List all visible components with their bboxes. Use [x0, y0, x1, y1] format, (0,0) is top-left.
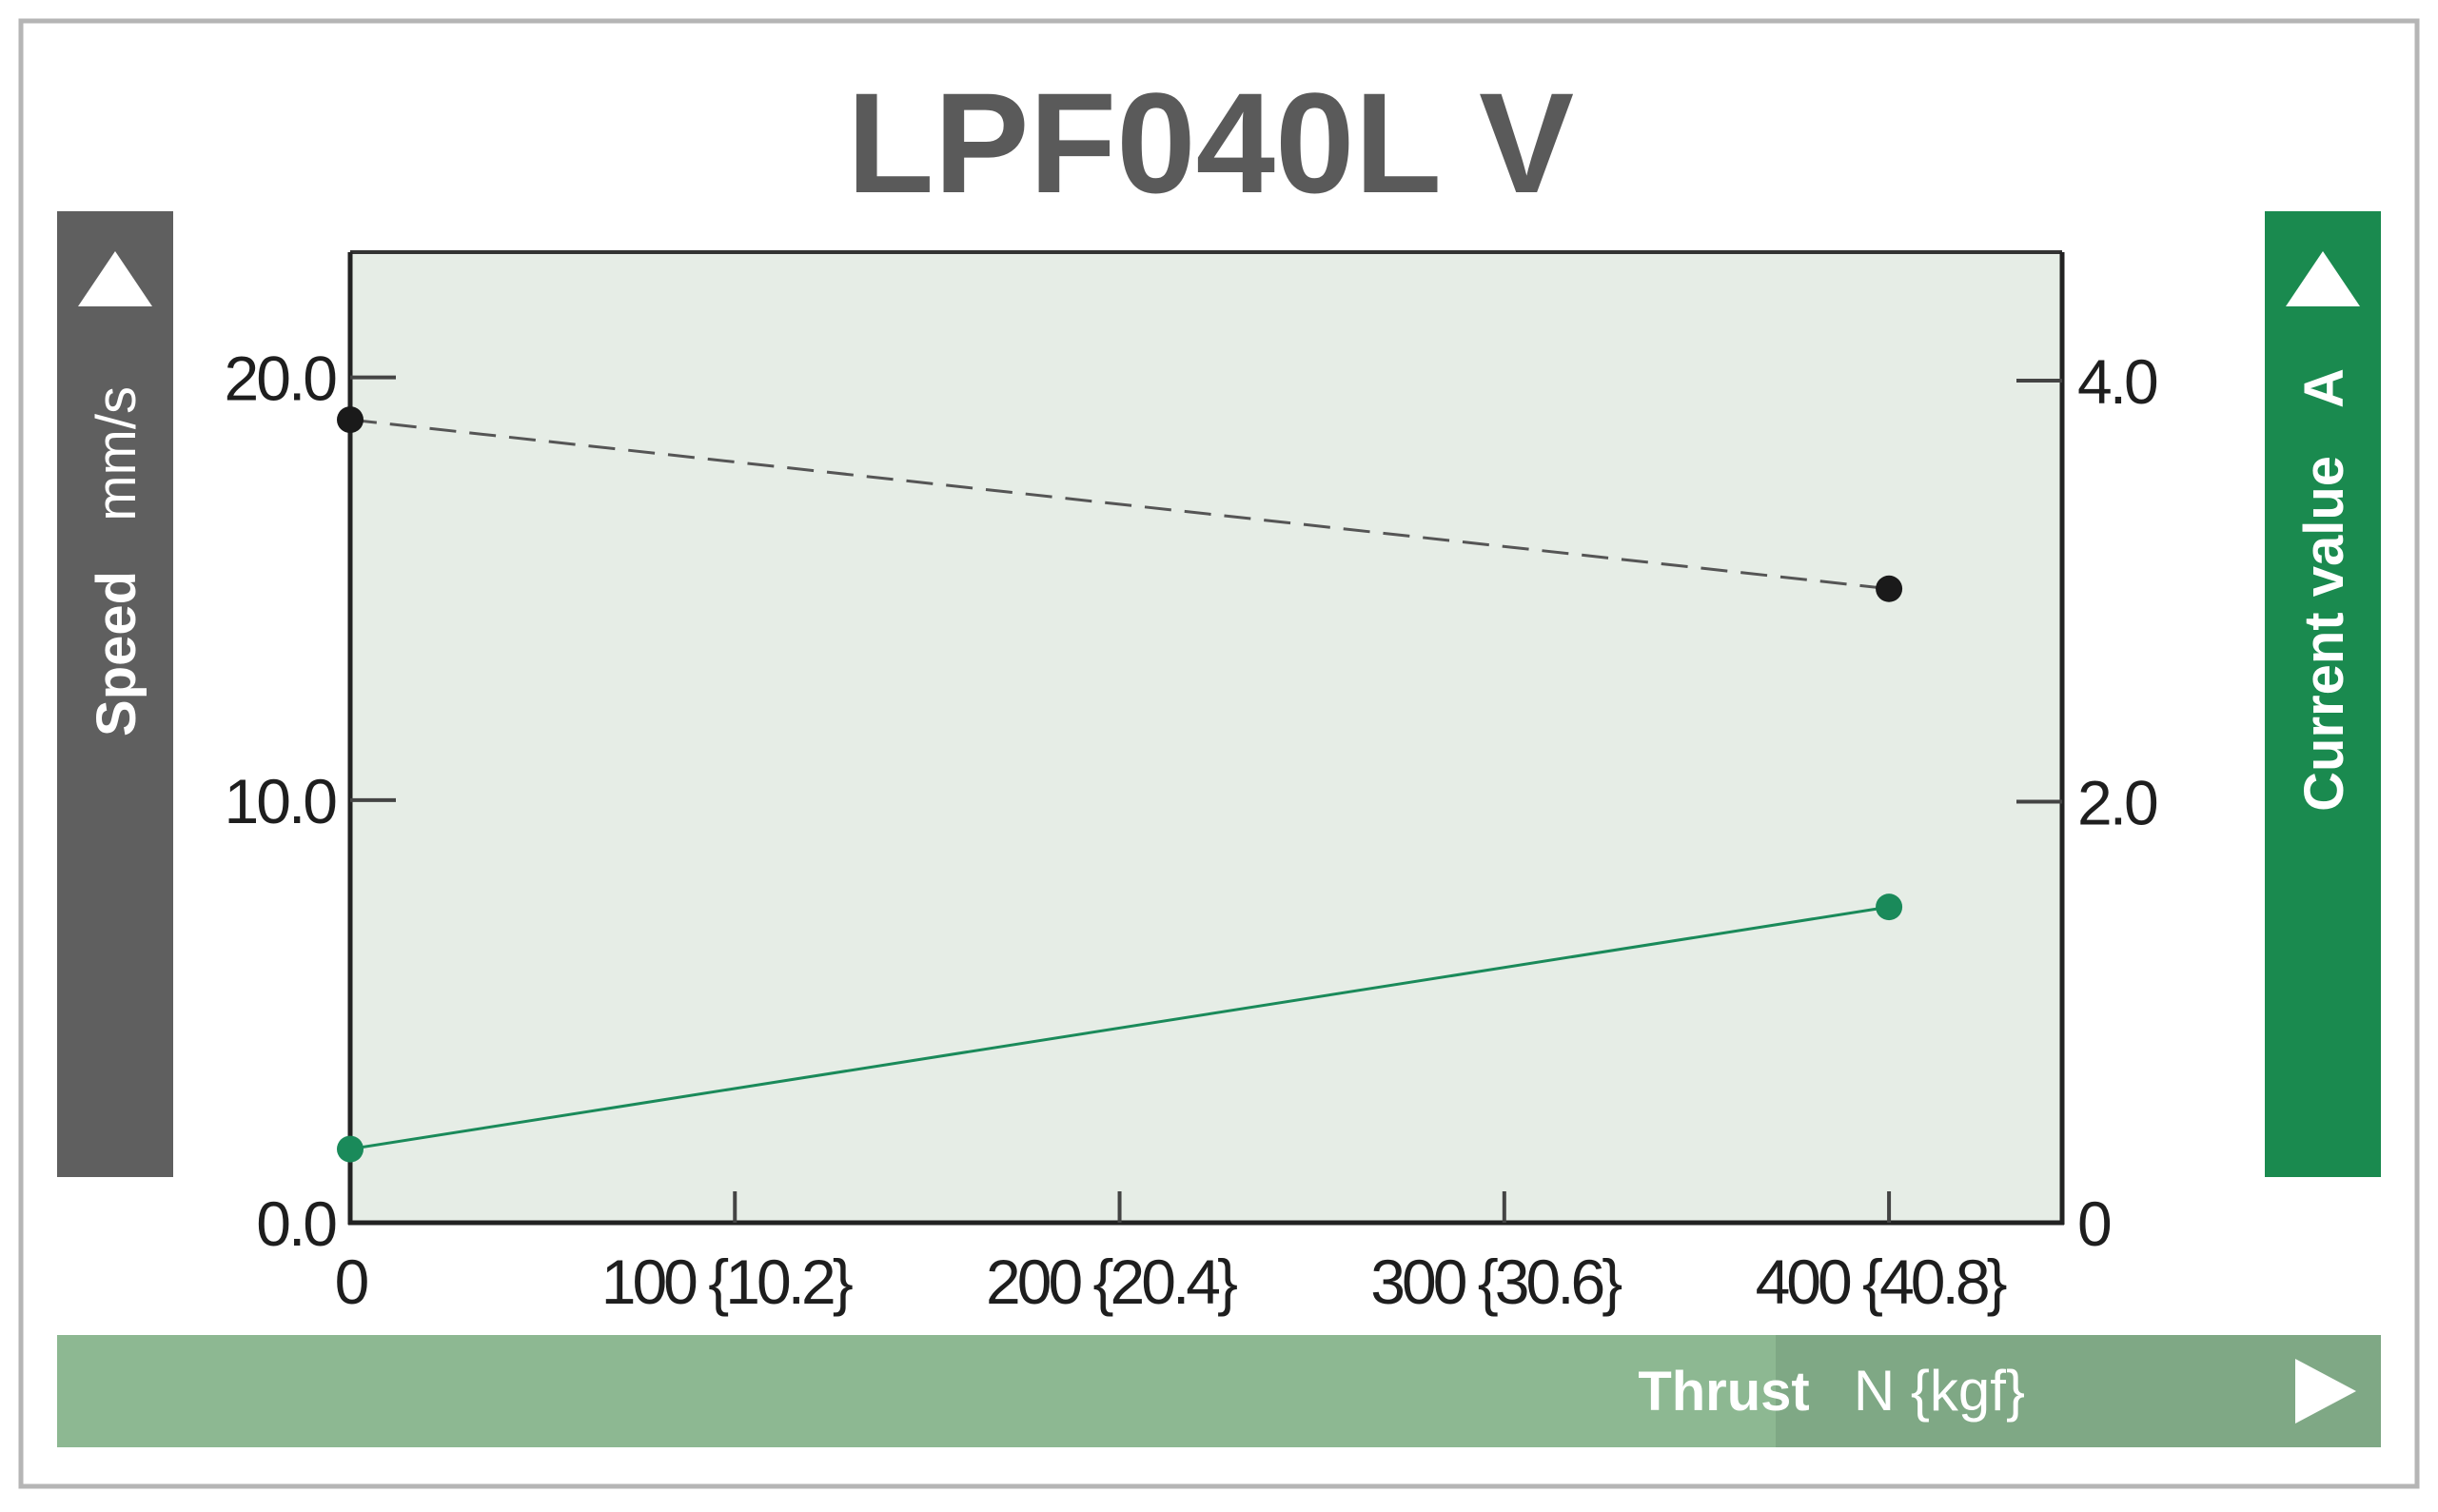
series-layer	[337, 406, 1903, 1163]
current-series-line	[349, 905, 1890, 1151]
speed-data-point	[1876, 575, 1903, 602]
x-tick-label: 100 {10.2}	[601, 1247, 853, 1317]
x-tick-label: 400 {40.8}	[1756, 1247, 2007, 1317]
left-axis-arrow-icon	[78, 251, 152, 306]
current-data-point	[1876, 893, 1903, 921]
x-tick-label: 300 {30.6}	[1370, 1247, 1622, 1317]
x-tick-label: 200 {20.4}	[986, 1247, 1237, 1317]
bottom-axis-arrow-icon	[2295, 1359, 2356, 1424]
right-axis-arrow-icon	[2286, 251, 2360, 306]
bottom-axis-title: Thrust N {kgf}	[1638, 1359, 2025, 1423]
speed-series-line	[349, 418, 1890, 591]
right-axis-title-group: Current value A	[2293, 368, 2355, 812]
right-axis-unit: A	[2293, 368, 2355, 408]
current-data-point	[337, 1135, 364, 1163]
plot-area	[350, 252, 2062, 1223]
left-axis-label: Speed	[86, 571, 147, 736]
right-axis-label: Current value	[2293, 456, 2355, 812]
right-axis-ticks: 0 2.0 4.0	[2016, 346, 2160, 1259]
left-tick-label: 10.0	[225, 766, 337, 836]
bottom-axis-label-box	[1776, 1335, 2381, 1447]
chart-title: LPF040L V	[847, 63, 1574, 223]
left-axis-ticks: 0.0 10.0 20.0	[225, 344, 396, 1259]
left-axis-band	[57, 211, 173, 1177]
left-tick-label: 20.0	[225, 344, 337, 414]
right-axis-band	[2265, 211, 2381, 1177]
bottom-axis-unit: N {kgf}	[1854, 1359, 2025, 1423]
left-axis-unit: mm/s	[86, 386, 147, 521]
right-axis-title: Current value A	[2293, 368, 2355, 812]
left-tick-label: 0.0	[256, 1188, 336, 1259]
x-tick-label: 0	[335, 1247, 368, 1317]
x-axis-ticks: 0 100 {10.2} 200 {20.4} 300 {30.6} 400 {40.8…	[335, 1191, 2011, 1317]
speed-data-point	[337, 406, 364, 434]
left-axis-title: Speed mm/s	[86, 386, 147, 736]
left-axis-title-group: Speed mm/s	[86, 386, 147, 736]
bottom-axis-label: Thrust	[1638, 1361, 1809, 1423]
right-tick-label: 0	[2077, 1188, 2111, 1259]
right-tick-label: 2.0	[2077, 768, 2157, 838]
right-tick-label: 4.0	[2077, 346, 2157, 417]
